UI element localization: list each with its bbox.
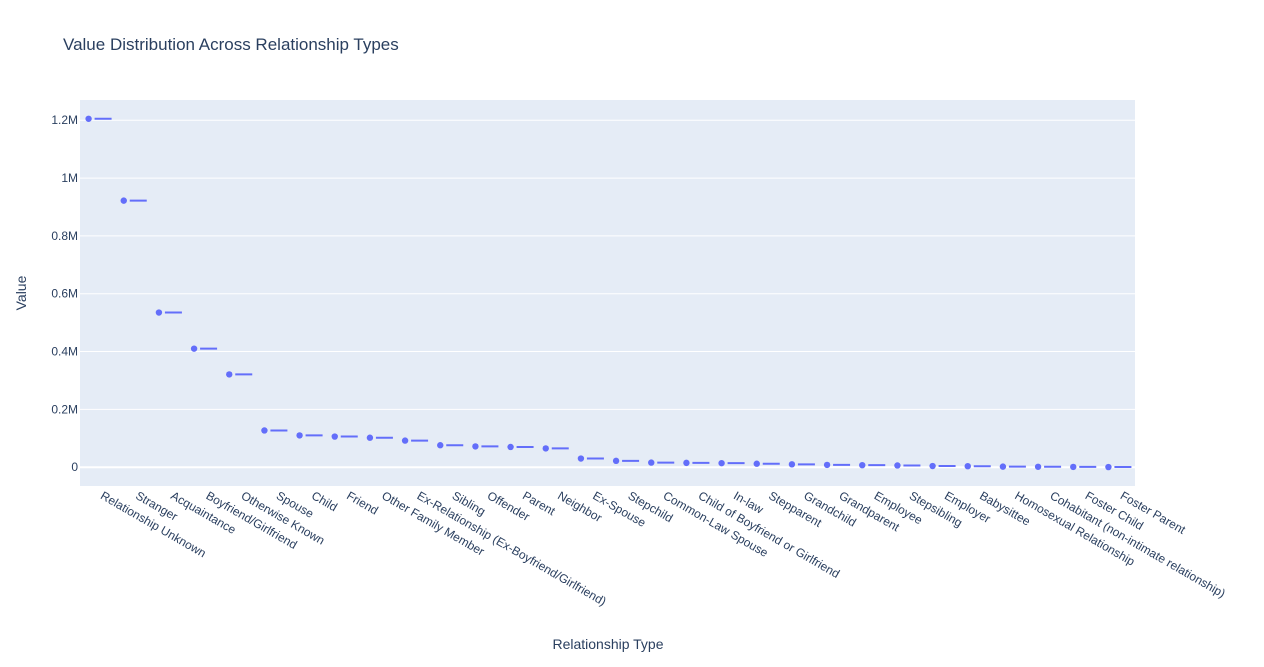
- data-point-marker: [999, 463, 1007, 470]
- data-point: [1070, 463, 1097, 471]
- y-tick-label: 0.2M: [51, 402, 78, 416]
- data-points: [85, 115, 1132, 471]
- data-point: [226, 371, 253, 378]
- data-point: [542, 445, 569, 452]
- data-point: [507, 443, 534, 451]
- data-point-marker: [366, 434, 374, 441]
- data-point: [1105, 463, 1132, 471]
- data-point: [788, 461, 815, 468]
- data-point-marker: [85, 115, 92, 122]
- data-point-marker: [331, 433, 338, 440]
- data-point-marker: [683, 459, 690, 467]
- data-point: [261, 427, 288, 434]
- x-axis-ticks: Relationship UnknownStrangerAcquaintance…: [98, 488, 1228, 608]
- plot-area: [80, 100, 1135, 486]
- data-point: [331, 433, 358, 440]
- x-tick-label: Friend: [344, 488, 380, 517]
- data-point-marker: [155, 309, 163, 316]
- data-point: [296, 432, 323, 439]
- data-point: [823, 461, 851, 469]
- y-tick-label: 0.8M: [51, 229, 78, 243]
- data-point-marker: [472, 443, 479, 450]
- data-point: [437, 442, 464, 449]
- data-point-marker: [1070, 463, 1077, 471]
- y-tick-label: 0: [71, 460, 78, 474]
- x-axis-title: Relationship Type: [552, 636, 663, 652]
- data-point: [964, 462, 991, 470]
- data-point: [120, 197, 147, 204]
- data-point-marker: [577, 455, 585, 462]
- data-point-marker: [261, 427, 268, 434]
- data-point-marker: [612, 457, 620, 465]
- data-point-marker: [894, 462, 901, 469]
- data-point-marker: [1105, 463, 1112, 471]
- data-point-marker: [823, 461, 831, 469]
- data-point-marker: [718, 459, 725, 467]
- data-point: [577, 455, 604, 462]
- data-point: [929, 462, 956, 470]
- data-point: [999, 463, 1026, 470]
- data-point-marker: [929, 462, 936, 470]
- data-point-marker: [401, 437, 409, 444]
- data-point: [85, 115, 112, 122]
- data-point-marker: [437, 442, 444, 449]
- data-point-marker: [226, 371, 233, 378]
- data-point: [859, 461, 886, 469]
- data-point-marker: [964, 462, 971, 470]
- data-point: [472, 443, 499, 450]
- y-axis-ticks: 0 0.2M 0.4M 0.6M 0.8M 1M 1.2M: [51, 113, 78, 474]
- data-point-marker: [753, 460, 760, 467]
- data-point-marker: [788, 461, 796, 468]
- data-point-marker: [542, 445, 549, 452]
- chart-title: Value Distribution Across Relationship T…: [63, 35, 399, 54]
- data-point: [894, 462, 921, 469]
- data-point-marker: [296, 432, 303, 439]
- y-axis-title: Value: [13, 275, 29, 310]
- data-point: [753, 460, 780, 467]
- data-point-marker: [507, 443, 514, 451]
- y-tick-label: 0.6M: [51, 287, 78, 301]
- grid-lines: [80, 119, 1135, 469]
- data-point: [648, 459, 675, 466]
- y-tick-label: 1M: [61, 171, 78, 185]
- data-point: [718, 459, 745, 467]
- y-tick-label: 0.4M: [51, 345, 78, 359]
- data-point-marker: [648, 459, 655, 466]
- y-tick-label: 1.2M: [51, 113, 78, 127]
- data-point: [683, 459, 710, 467]
- data-point: [190, 345, 218, 352]
- data-point: [612, 457, 640, 465]
- data-point-marker: [859, 461, 866, 469]
- data-point: [1034, 463, 1062, 470]
- data-point: [366, 434, 393, 441]
- data-point-marker: [190, 345, 198, 352]
- data-point-marker: [1034, 463, 1042, 470]
- data-point: [155, 309, 182, 316]
- data-point-marker: [120, 197, 127, 204]
- data-point: [401, 437, 429, 444]
